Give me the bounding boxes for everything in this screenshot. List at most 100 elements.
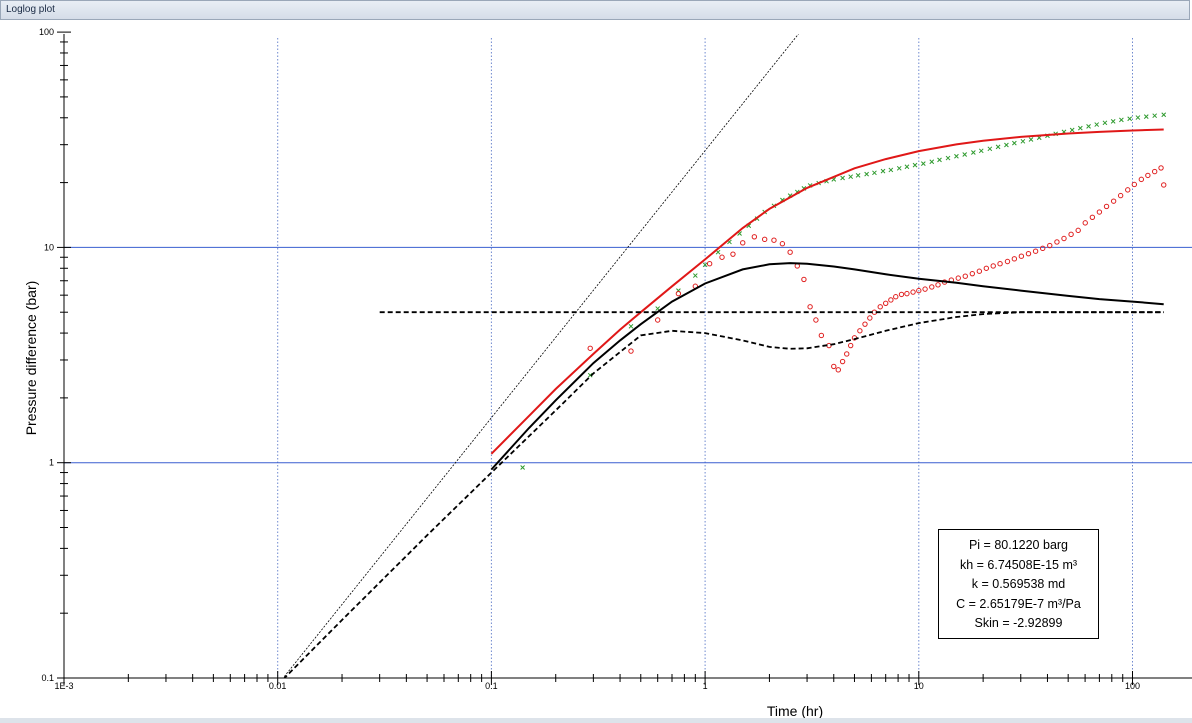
pressure-point bbox=[1102, 120, 1108, 126]
pressure-point bbox=[880, 168, 886, 174]
pressure-point bbox=[1127, 116, 1133, 122]
y-tick-label: 1 bbox=[49, 458, 54, 468]
derivative-point bbox=[1047, 242, 1053, 249]
derivative-point bbox=[1011, 256, 1018, 262]
pressure-point bbox=[896, 165, 902, 171]
series-line-5 bbox=[283, 311, 1164, 678]
derivative-point bbox=[807, 304, 813, 310]
y-tick-label: 10 bbox=[44, 242, 54, 252]
y-tick-label: 0.1 bbox=[41, 673, 54, 683]
param-kh: kh = 6.74508E-15 m³ bbox=[959, 557, 1078, 572]
axis-labels: 1E-3 0.01 0.1 1 10 100 0.1 1 10 100 Time (hr) Press… bbox=[23, 27, 1140, 719]
x-tick-label: 0.01 bbox=[269, 681, 287, 691]
axes bbox=[57, 31, 1192, 685]
derivative-point bbox=[990, 263, 996, 269]
derivative-point bbox=[1039, 245, 1046, 252]
derivative-point bbox=[719, 254, 725, 260]
param-k: k = 0.569538 md bbox=[971, 577, 1066, 592]
loglog-chart[interactable]: 1E-3 0.01 0.1 1 10 100 0.1 1 10 100 Time (hr) Press… bbox=[0, 20, 1192, 719]
derivative-point bbox=[1089, 214, 1096, 220]
pressure-point bbox=[978, 148, 984, 154]
derivative-point bbox=[935, 282, 941, 288]
pressure-point bbox=[520, 465, 525, 470]
derivative-point bbox=[1161, 182, 1167, 188]
pressure-point bbox=[937, 157, 942, 163]
pressure-point bbox=[855, 173, 861, 178]
pressure-point bbox=[962, 152, 968, 157]
derivative-point bbox=[794, 263, 800, 269]
derivative-point bbox=[839, 358, 846, 365]
derivative-point bbox=[751, 234, 758, 240]
derivative-point bbox=[1054, 239, 1060, 245]
derivative-point bbox=[779, 241, 786, 247]
pressure-point bbox=[864, 171, 869, 177]
pressure-point bbox=[628, 323, 634, 329]
derivative-point bbox=[1110, 198, 1117, 204]
pressure-point bbox=[888, 167, 894, 173]
plot-area[interactable]: 1E-3 0.01 0.1 1 10 100 0.1 1 10 100 Time (hr) Press… bbox=[0, 20, 1192, 719]
pressure-point bbox=[1110, 118, 1116, 124]
series-line-3 bbox=[490, 262, 1164, 471]
series-line-6 bbox=[282, 34, 799, 678]
derivative-point bbox=[831, 363, 837, 370]
pressure-point bbox=[1152, 113, 1158, 119]
derivative-point bbox=[916, 287, 922, 294]
derivative-point bbox=[1068, 231, 1074, 238]
derivative-point bbox=[675, 290, 682, 297]
pressure-point bbox=[912, 162, 918, 168]
parameter-results-box: Pi = 80.1220 barg kh = 6.74508E-15 m³ k … bbox=[938, 529, 1099, 639]
y-tick-label: 100 bbox=[39, 27, 54, 37]
x-tick-label: 0.1 bbox=[485, 681, 498, 691]
pressure-point bbox=[1161, 112, 1167, 118]
derivative-point bbox=[628, 348, 634, 354]
derivative-point bbox=[882, 300, 889, 306]
param-c: C = 2.65179E-7 m³/Pa bbox=[956, 596, 1081, 611]
derivative-point bbox=[898, 291, 905, 298]
derivative-point bbox=[835, 367, 841, 373]
derivative-point bbox=[1158, 165, 1164, 171]
pressure-point bbox=[1004, 142, 1009, 148]
pressure-point bbox=[872, 170, 877, 176]
derivative-point bbox=[1131, 181, 1138, 188]
derivative-point bbox=[1096, 209, 1103, 215]
derivative-point bbox=[893, 294, 899, 300]
derivative-point bbox=[1151, 168, 1158, 175]
derivative-point bbox=[1138, 176, 1145, 183]
pressure-point bbox=[987, 146, 993, 152]
derivative-point bbox=[862, 321, 868, 327]
pressure-point bbox=[1012, 140, 1017, 146]
pressure-point bbox=[945, 155, 951, 161]
derivative-point bbox=[761, 236, 768, 243]
x-tick-label: 1E-3 bbox=[54, 681, 73, 691]
grid-lines bbox=[64, 38, 1192, 678]
param-skin: Skin = -2.92899 bbox=[974, 616, 1063, 631]
derivative-point bbox=[771, 237, 777, 243]
derivative-point bbox=[888, 297, 894, 303]
pressure-point bbox=[702, 262, 708, 268]
pressure-point bbox=[1094, 122, 1100, 127]
derivative-point bbox=[1018, 253, 1025, 259]
pressure-point bbox=[1119, 117, 1124, 123]
derivative-point bbox=[787, 249, 793, 255]
derivative-point bbox=[818, 332, 825, 339]
derivative-point bbox=[844, 351, 850, 357]
derivative-point bbox=[1082, 220, 1088, 226]
derivative-point bbox=[1103, 203, 1110, 210]
derivative-point bbox=[1025, 250, 1032, 257]
pressure-point bbox=[954, 153, 959, 159]
derivative-point bbox=[955, 275, 961, 281]
series-line-2 bbox=[490, 128, 1164, 455]
derivative-point bbox=[1145, 172, 1151, 179]
derivative-point bbox=[1032, 248, 1039, 254]
derivative-point bbox=[976, 268, 983, 274]
pressure-point bbox=[1143, 114, 1149, 119]
derivative-point bbox=[969, 270, 976, 277]
pressure-point bbox=[1086, 123, 1091, 129]
derivative-point bbox=[867, 315, 873, 321]
derivative-point bbox=[922, 286, 928, 292]
pressure-point bbox=[1069, 127, 1075, 133]
window-titlebar[interactable]: Loglog plot bbox=[0, 0, 1190, 20]
derivative-point bbox=[983, 265, 990, 271]
derivative-point bbox=[730, 251, 736, 257]
pressure-point bbox=[1077, 125, 1083, 131]
